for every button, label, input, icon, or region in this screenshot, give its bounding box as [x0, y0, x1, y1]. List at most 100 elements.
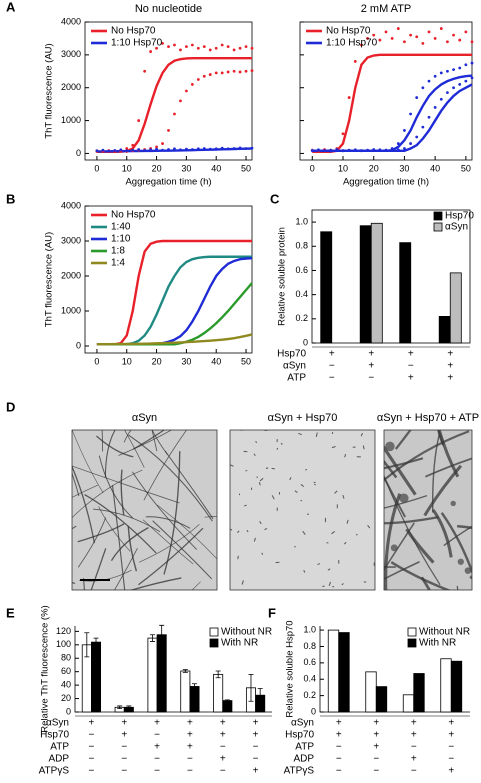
fibril	[384, 475, 407, 518]
x-tick-label: 0	[94, 356, 99, 366]
fibril	[138, 524, 200, 563]
bar	[359, 225, 372, 344]
fit-line	[96, 239, 252, 346]
data-point	[384, 148, 388, 152]
particle	[298, 432, 302, 436]
data-point	[179, 48, 182, 52]
condition-mark: −	[121, 766, 127, 777]
condition-mark: −	[368, 373, 374, 384]
data-point	[396, 148, 400, 152]
aggregate	[385, 441, 395, 452]
data-point	[250, 69, 254, 73]
y-tick-label: 4000	[61, 16, 81, 26]
condition-mark: +	[121, 718, 127, 729]
condition-mark: −	[373, 754, 379, 765]
fibril	[128, 434, 213, 522]
bar	[213, 673, 224, 713]
error-bar	[93, 637, 99, 647]
condition-mark: +	[187, 742, 193, 753]
condition-mark: +	[447, 373, 453, 384]
y-tick-label: 0.4	[303, 674, 316, 684]
fibril	[110, 527, 149, 561]
fibril	[145, 516, 191, 529]
data-point	[439, 27, 443, 30]
data-point	[366, 37, 369, 40]
data-point	[347, 96, 351, 99]
condition-label: αSyn	[46, 718, 69, 729]
particle	[243, 504, 247, 507]
condition-mark: −	[336, 742, 342, 753]
fibril	[384, 516, 439, 525]
bar	[180, 670, 191, 713]
fibril	[111, 485, 126, 590]
condition-mark: +	[154, 742, 160, 753]
condition-mark: −	[154, 730, 160, 741]
fibril	[390, 561, 452, 590]
condition-mark: −	[154, 766, 160, 777]
data-point	[131, 148, 135, 152]
fibrils	[72, 430, 217, 590]
fibril	[143, 430, 188, 501]
data-point	[238, 70, 242, 74]
data-point	[232, 48, 236, 52]
fibril	[420, 576, 432, 590]
data-point	[403, 129, 406, 132]
particle	[360, 432, 363, 437]
data-point	[427, 115, 431, 119]
fibril	[96, 435, 134, 458]
particle	[253, 537, 256, 542]
condition-label: Hsp70	[285, 730, 314, 741]
bar	[438, 315, 451, 344]
y-axis-label: ThT fluorescence (AU)	[44, 43, 55, 138]
particle	[258, 482, 261, 486]
data-point	[353, 60, 357, 63]
condition-mark: +	[336, 730, 342, 741]
legend-label: No Hsp70	[111, 26, 156, 37]
condition-mark: −	[220, 742, 226, 753]
data-point	[155, 46, 158, 50]
data-point	[360, 149, 363, 153]
particle	[276, 447, 279, 450]
condition-mark: −	[88, 730, 94, 741]
data-point	[155, 147, 158, 151]
x-tick-label: 20	[152, 163, 162, 173]
error-bar	[257, 688, 263, 703]
data-point	[433, 106, 437, 109]
condition-mark: +	[448, 718, 454, 729]
y-axis-label: ThT fluorescence (AU)	[44, 232, 55, 327]
legend-swatch	[407, 638, 417, 648]
data-point	[464, 30, 468, 34]
data-point	[226, 147, 230, 151]
data-point	[384, 30, 388, 34]
data-point	[232, 147, 236, 150]
condition-mark: +	[121, 730, 127, 741]
y-tick-label: 0	[303, 337, 308, 347]
fibril	[384, 561, 420, 580]
error-bar	[248, 673, 254, 702]
x-tick-label: 10	[122, 356, 132, 366]
particle	[280, 442, 283, 445]
legend-label: No Hsp70	[326, 26, 371, 37]
data-point	[421, 41, 425, 45]
fibril	[384, 430, 470, 482]
data-point	[372, 148, 376, 152]
bar	[147, 637, 158, 713]
y-axis-label: Relative ThT fluorescence (%)	[40, 605, 51, 732]
y-tick-label: 0.6	[295, 265, 308, 275]
particle	[327, 568, 331, 571]
condition-mark: +	[253, 766, 259, 777]
bar	[440, 658, 452, 713]
fit-line	[96, 255, 252, 346]
particle	[294, 490, 298, 493]
particle	[271, 495, 275, 500]
y-tick-label: 120	[56, 626, 71, 636]
condition-label: ATP	[287, 373, 306, 384]
y-tick-label: 0.2	[303, 690, 316, 700]
legend-swatch	[407, 627, 417, 637]
condition-label: ATP	[295, 742, 314, 753]
x-tick-label: 20	[369, 163, 379, 173]
data-point	[317, 148, 320, 152]
data-point	[190, 43, 194, 47]
x-tick-label: 20	[152, 356, 162, 366]
condition-mark: −	[121, 742, 127, 753]
